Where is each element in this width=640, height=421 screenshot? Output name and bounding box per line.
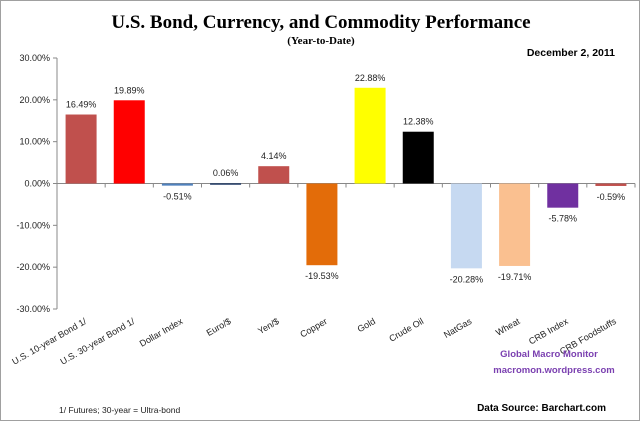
data-label: 19.89% [114, 85, 145, 95]
bar [354, 87, 386, 184]
bar [595, 183, 627, 186]
y-tick-label: 30.00% [19, 53, 50, 63]
data-label: 0.06% [213, 168, 239, 178]
data-label: -0.51% [163, 192, 192, 202]
x-category-label: Yen/$ [256, 316, 281, 336]
bar [450, 183, 482, 269]
x-category-label: Crude Oil [387, 316, 425, 344]
x-category-label: NatGas [442, 316, 474, 340]
data-label: 4.14% [261, 151, 287, 161]
data-label: -0.59% [597, 192, 626, 202]
data-label: 12.38% [403, 117, 434, 127]
bar [258, 166, 290, 184]
x-category-label: CRB Index [527, 316, 570, 347]
data-label: -5.78% [548, 214, 577, 224]
bar [113, 100, 145, 184]
x-category-label: Dollar Index [138, 316, 185, 349]
y-tick-label: 20.00% [19, 95, 50, 105]
bar [161, 183, 193, 186]
footnote: 1/ Futures; 30-year = Ultra-bond [59, 405, 180, 415]
bar [402, 131, 434, 184]
bar [65, 114, 97, 184]
y-tick-label: -20.00% [16, 262, 50, 272]
x-category-label: Euro/$ [205, 316, 233, 338]
data-label: -19.53% [305, 271, 339, 281]
y-tick-label: -10.00% [16, 220, 50, 230]
x-category-label: U.S. 10-year Bond 1/ [10, 316, 88, 367]
data-label: -20.28% [450, 274, 484, 284]
bar [547, 183, 579, 208]
data-label: 22.88% [355, 73, 386, 83]
chart-date: December 2, 2011 [527, 47, 615, 59]
chart-title: U.S. Bond, Currency, and Commodity Perfo… [111, 12, 530, 33]
watermark-url: macromon.wordpress.com [493, 365, 614, 376]
chart-subtitle: (Year-to-Date) [287, 35, 355, 47]
watermark-name: Global Macro Monitor [500, 349, 598, 360]
x-category-label: Copper [298, 316, 329, 339]
y-tick-label: -30.00% [16, 304, 50, 314]
x-category-label: Gold [356, 316, 377, 334]
bar [210, 183, 242, 185]
bar [499, 183, 531, 266]
bar [306, 183, 338, 266]
data-label: 16.49% [66, 100, 97, 110]
data-label: -19.71% [498, 272, 532, 282]
x-category-label: Wheat [494, 316, 522, 338]
data-source: Data Source: Barchart.com [477, 403, 606, 414]
y-tick-label: 0.00% [24, 179, 50, 189]
y-tick-label: 10.00% [19, 137, 50, 147]
